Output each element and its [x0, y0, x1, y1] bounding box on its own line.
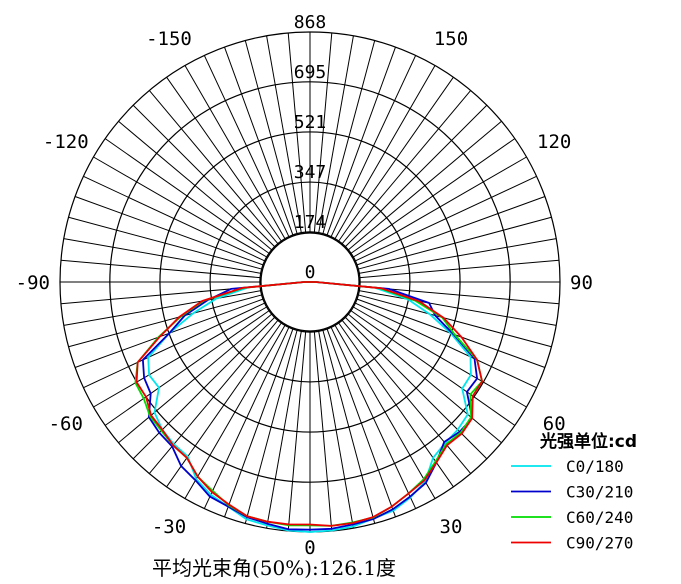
- series-line: [147, 281, 472, 533]
- angle-label: -60: [49, 413, 83, 435]
- series-line: [135, 281, 483, 527]
- angle-label: -90: [16, 272, 50, 294]
- radial-tick-label: 521: [294, 112, 327, 133]
- series-lines: [134, 281, 483, 533]
- angle-label: 120: [537, 131, 571, 153]
- grid-ring: [259, 231, 361, 333]
- radial-tick-label: 868: [294, 12, 327, 33]
- angle-label: -120: [43, 131, 89, 153]
- radial-tick-label: 174: [294, 212, 327, 233]
- angle-labels: 150 -150 120 -120 90 -90 60 -60 30 -30 0: [16, 28, 593, 559]
- legend-label: C0/180: [566, 457, 624, 476]
- angle-label: 90: [570, 272, 593, 294]
- radial-tick-label: 347: [294, 162, 327, 183]
- legend: 光强单位:cd C0/180 C30/210 C60/240 C90/270: [511, 431, 637, 553]
- angle-label: 0: [304, 537, 315, 559]
- legend-title: 光强单位:cd: [539, 431, 637, 452]
- grid-ring: [209, 181, 411, 383]
- grid-ring: [109, 81, 511, 483]
- radial-tick-label: 0: [305, 262, 316, 283]
- chart-footer: 平均光束角(50%):126.1度: [152, 556, 396, 580]
- radial-tick-labels: 0 174 347 521 695 868: [294, 12, 327, 283]
- angle-label: 30: [440, 516, 463, 538]
- radial-tick-label: 695: [294, 62, 327, 83]
- legend-label: C30/210: [566, 483, 633, 502]
- grid-ring: [159, 131, 461, 433]
- legend-label: C60/240: [566, 508, 633, 527]
- angle-label: -150: [146, 28, 192, 50]
- angle-label: -30: [152, 516, 186, 538]
- angle-label: 60: [543, 413, 566, 435]
- legend-label: C90/270: [566, 534, 633, 553]
- angle-label: 150: [434, 28, 468, 50]
